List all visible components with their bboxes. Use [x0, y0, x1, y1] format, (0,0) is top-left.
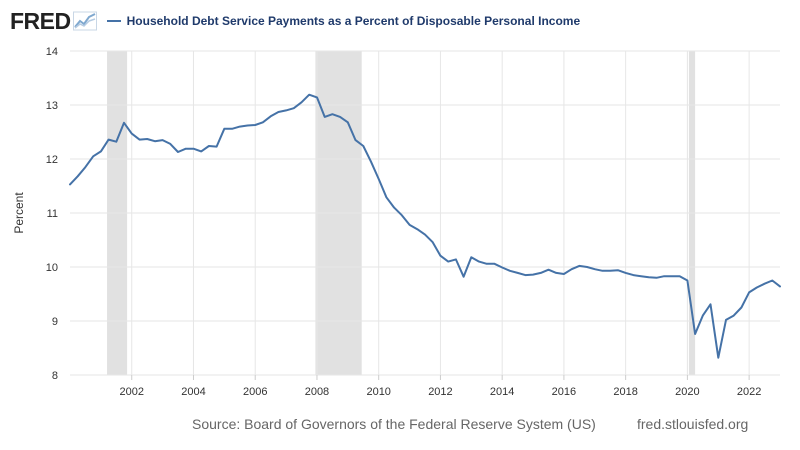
- legend-swatch: [106, 20, 121, 22]
- y-tick-label-9: 9: [52, 316, 58, 328]
- x-tick-label-2008: 2008: [305, 386, 329, 398]
- y-tick-label-14: 14: [46, 46, 58, 58]
- x-tick-label-2010: 2010: [366, 386, 390, 398]
- x-tick-label-2006: 2006: [243, 386, 267, 398]
- x-tick-label-2014: 2014: [490, 386, 514, 398]
- site-link[interactable]: fred.stlouisfed.org: [637, 416, 749, 432]
- x-tick-label-2020: 2020: [675, 386, 699, 398]
- source-note: Source: Board of Governors of the Federa…: [192, 416, 596, 432]
- logo-text: FRED: [10, 7, 71, 34]
- x-axis-ticks: 2002 2004 2006 2008 2010 2012 2014 2016 2018 2020…: [119, 375, 761, 398]
- fred-logo[interactable]: FRED: [10, 8, 97, 35]
- y-tick-label-11: 11: [47, 208, 58, 220]
- chart-footer: Source: Board of Governors of the Federa…: [0, 416, 800, 436]
- x-tick-label-2016: 2016: [552, 386, 576, 398]
- series-line: [69, 93, 781, 359]
- chart-header: FRED Household Debt Service Payments as …: [10, 6, 580, 36]
- x-tick-label-2012: 2012: [428, 386, 452, 398]
- trend-chart-icon: [72, 11, 97, 31]
- x-tick-label-2022: 2022: [737, 386, 761, 398]
- y-tick-label-10: 10: [46, 262, 58, 274]
- x-tick-label-2002: 2002: [119, 386, 143, 398]
- y-axis-ticks: 8 9 10 11 12 13 14: [46, 46, 58, 382]
- gridlines: [70, 50, 780, 376]
- y-tick-label-8: 8: [52, 370, 58, 382]
- y-tick-label-12: 12: [46, 154, 58, 166]
- legend: Household Debt Service Payments as a Per…: [106, 14, 581, 28]
- x-tick-label-2004: 2004: [181, 386, 205, 398]
- y-axis-label: Percent: [12, 192, 26, 234]
- y-tick-label-13: 13: [46, 100, 58, 112]
- legend-label: Household Debt Service Payments as a Per…: [126, 14, 581, 28]
- x-tick-label-2018: 2018: [613, 386, 637, 398]
